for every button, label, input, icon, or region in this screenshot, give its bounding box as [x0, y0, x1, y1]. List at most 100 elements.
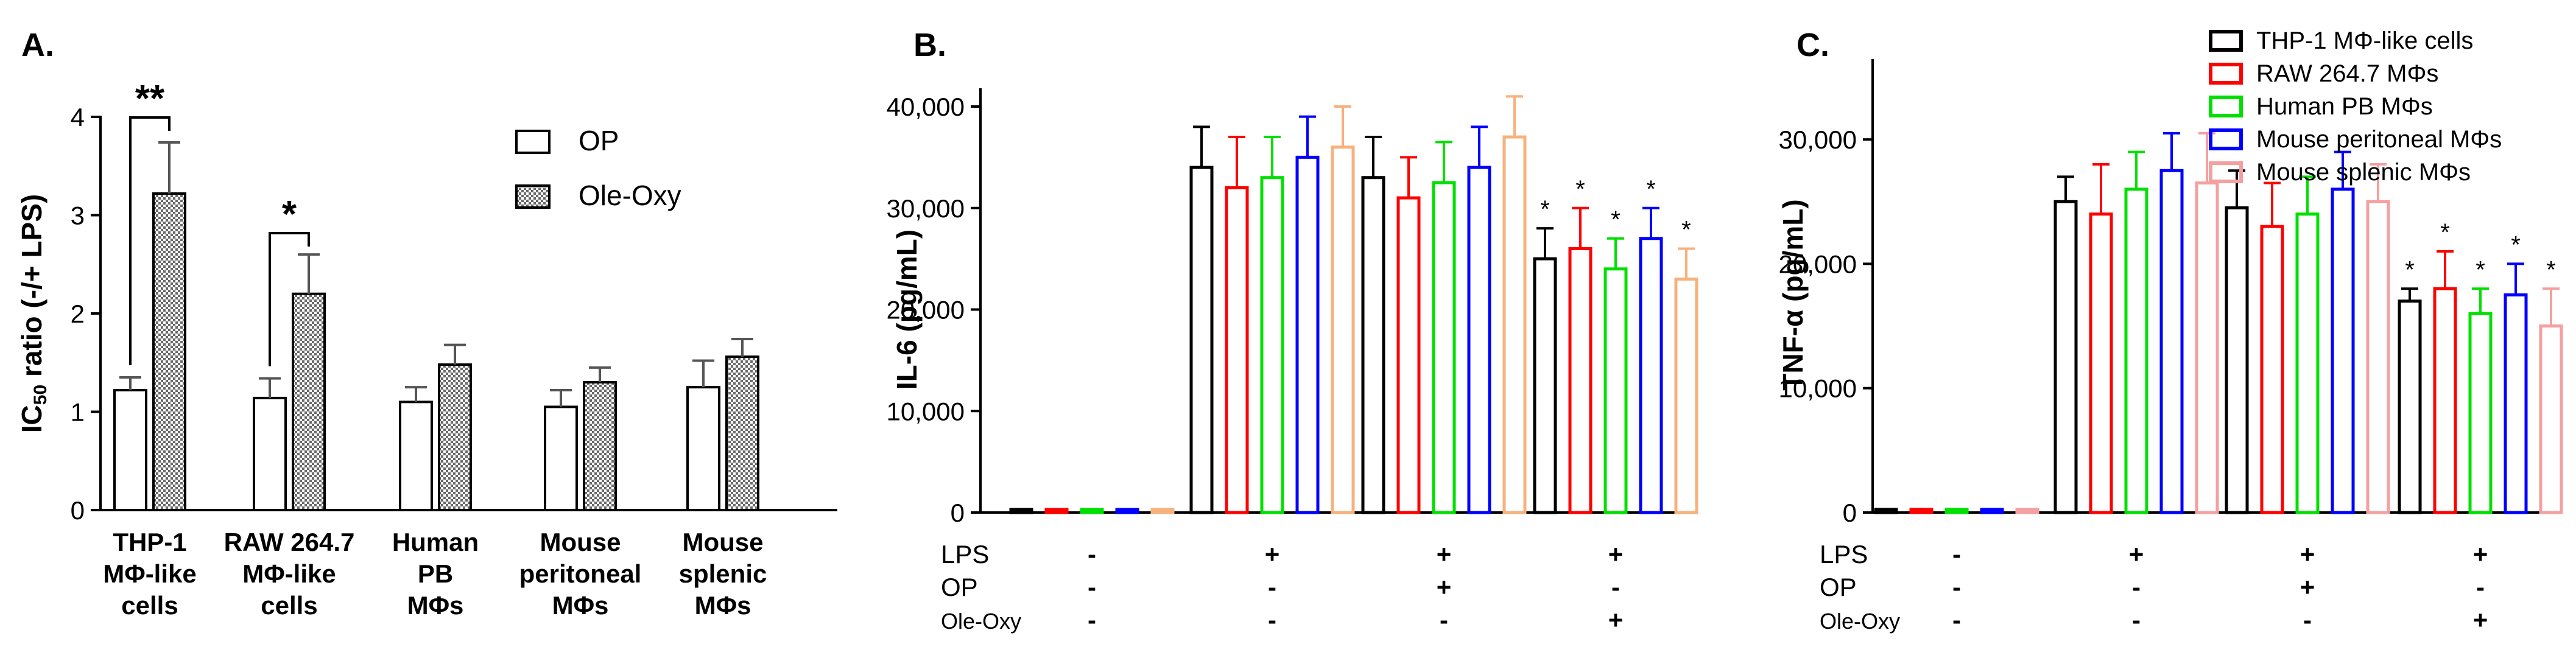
treatment-value: -	[1088, 606, 1096, 634]
y-tick-label: 40,000	[887, 93, 965, 121]
bar-series-3	[2504, 293, 2528, 514]
significance-marker: *	[1646, 176, 1656, 203]
bar-series-0	[2053, 200, 2078, 514]
bar-series-3	[1639, 237, 1663, 514]
category-label: peritoneal	[519, 559, 642, 588]
y-tick-label: 30,000	[887, 194, 965, 223]
bar-ole-oxy	[292, 292, 326, 511]
bar-ole-oxy	[725, 355, 759, 511]
bar-ole-oxy	[583, 381, 617, 511]
treatment-row-label: OP	[941, 573, 978, 601]
treatment-value: -	[2303, 606, 2312, 634]
bar-series-4	[2366, 200, 2390, 514]
treatment-value: -	[1268, 573, 1276, 601]
bar-series-1	[1044, 508, 1069, 514]
treatment-value: +	[2473, 540, 2488, 569]
legend-label: THP-1 MΦ-like cells	[2256, 27, 2473, 54]
bar-series-4	[2015, 508, 2039, 514]
treatment-value: -	[1268, 606, 1276, 634]
legend-label: Ole-Oxy	[579, 180, 681, 211]
bar-series-0	[2398, 299, 2422, 514]
bar-op	[544, 405, 578, 511]
category-label: Mouse	[540, 528, 621, 556]
treatment-value: +	[2473, 606, 2488, 634]
treatment-value: -	[1088, 540, 1096, 569]
significance-marker: *	[2440, 219, 2450, 246]
treatment-value: -	[1440, 606, 1448, 634]
bar-series-4	[2539, 324, 2563, 514]
significance-marker: **	[135, 78, 165, 120]
bar-series-4	[1674, 277, 1698, 514]
significance-marker: *	[1575, 176, 1585, 203]
legend-swatch	[2209, 96, 2243, 117]
significance-marker: *	[2511, 231, 2521, 258]
bar-series-4	[2195, 181, 2219, 514]
treatment-value: +	[1437, 540, 1452, 569]
category-label: RAW 264.7	[224, 528, 355, 556]
treatment-value: +	[2300, 573, 2315, 601]
bar-series-0	[1009, 508, 1033, 514]
bar-series-1	[1225, 186, 1249, 514]
treatment-value: -	[2132, 573, 2141, 601]
bar-ole-oxy	[438, 363, 472, 511]
bar-series-2	[1080, 508, 1104, 514]
y-tick-label: 0	[71, 496, 85, 525]
legend-swatch	[2209, 63, 2243, 85]
bar-series-1	[2260, 225, 2284, 514]
bar-series-2	[1944, 508, 1969, 514]
bar-series-1	[2433, 287, 2457, 514]
legend-swatch	[2209, 161, 2243, 183]
legend-label: Mouse peritoneal MΦs	[2256, 126, 2502, 153]
bar-op	[113, 388, 147, 511]
significance-marker: *	[1681, 216, 1691, 243]
bar-series-2	[1603, 267, 1628, 514]
y-tick-label: 10,000	[1779, 374, 1857, 403]
category-label: cells	[261, 591, 317, 620]
treatment-value: +	[2300, 540, 2315, 569]
bar-series-2	[2124, 187, 2148, 514]
treatment-value: +	[1608, 606, 1624, 634]
treatment-row-label: LPS	[941, 540, 989, 569]
panel-label-c: C.	[1797, 27, 1829, 63]
panel-a-chart: 0 1 2 3 4 IC50 ratio (-/+ LPS) THP-1 MΦ-like cel…	[16, 78, 837, 620]
panel-label-b: B.	[913, 27, 946, 63]
treatment-value: +	[1437, 573, 1452, 601]
treatment-value: -	[1952, 606, 1961, 634]
bar-ole-oxy	[152, 192, 186, 512]
treatment-row-label: Ole-Oxy	[941, 609, 1021, 634]
panel-label-a: A.	[21, 27, 54, 63]
treatment-row-label: Ole-Oxy	[1820, 609, 1900, 634]
y-tick-label: 2	[71, 299, 85, 328]
y-tick-label: 0	[951, 499, 965, 527]
category-label: cells	[121, 591, 178, 620]
treatment-value: +	[2129, 540, 2144, 569]
bar-series-4	[1150, 508, 1175, 514]
significance-marker: *	[282, 194, 297, 236]
bar-series-0	[2225, 206, 2249, 514]
bar-series-2	[1432, 181, 1456, 514]
treatment-row-label: OP	[1820, 573, 1857, 601]
legend-swatch	[515, 130, 551, 154]
category-label: MΦs	[695, 591, 751, 620]
bar-series-1	[2089, 212, 2113, 514]
bar-series-0	[1361, 176, 1385, 514]
y-axis-label: TNF-α (pg/mL)	[1777, 199, 1809, 390]
bar-series-4	[1502, 135, 1527, 514]
treatment-value: +	[1608, 540, 1624, 569]
bar-series-0	[1189, 166, 1214, 514]
bar-op	[399, 401, 433, 511]
category-label: splenic	[679, 559, 767, 588]
y-tick-label: 20,000	[1779, 250, 1857, 278]
y-tick-label: 4	[71, 103, 85, 131]
significance-marker: *	[1611, 206, 1621, 233]
bar-series-1	[1568, 247, 1592, 514]
category-label: PB	[418, 559, 453, 588]
bar-series-2	[2468, 312, 2493, 514]
bar-series-3	[1467, 166, 1491, 514]
category-label: MΦs	[407, 591, 464, 620]
bar-series-2	[1260, 176, 1284, 514]
significance-marker: *	[2405, 256, 2415, 283]
panel-c-chart: 0 10,000 20,000 30,000 TNF-α (pg/mL) * * * * * LPS…	[1777, 27, 2563, 634]
y-tick-label: 10,000	[887, 397, 965, 425]
